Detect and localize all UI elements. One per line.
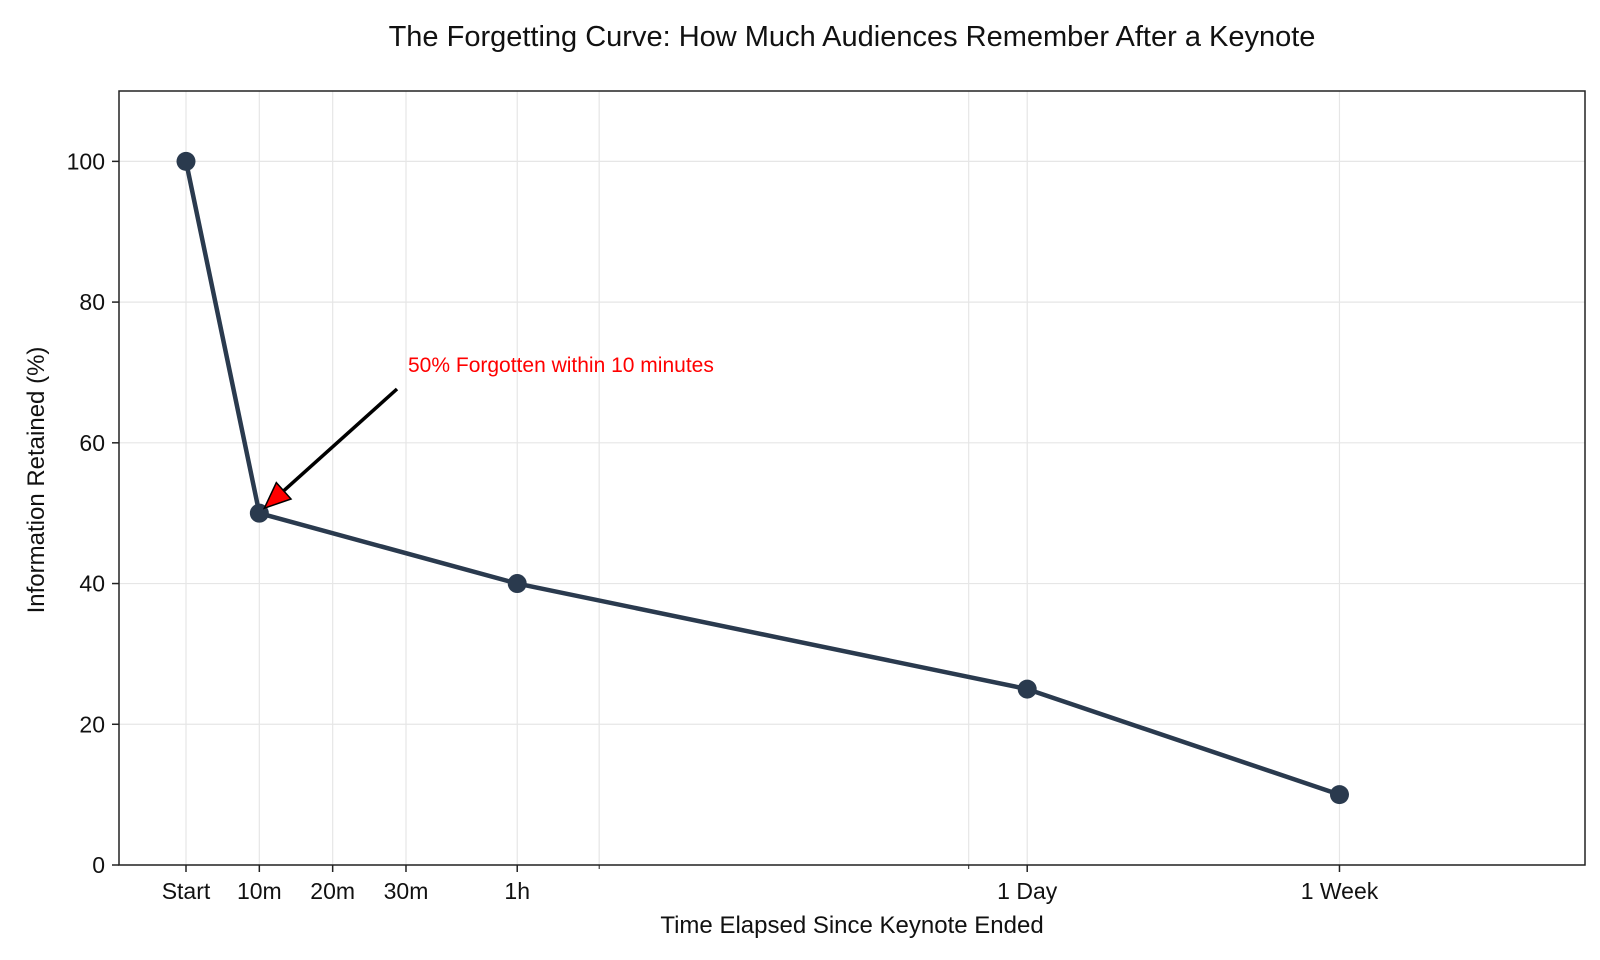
x-tick-label: 1 Week <box>1301 878 1379 904</box>
x-axis-ticks: Start 10m 20m 30m 1h 1 Day 1 Week <box>162 865 1379 904</box>
data-point-marker <box>176 151 196 171</box>
x-tick-label: Start <box>162 878 211 904</box>
series-line <box>183 159 1342 797</box>
annotation-layer: 50% Forgotten within 10 minutes <box>262 354 714 510</box>
x-tick-label: 20m <box>310 878 355 904</box>
annotation-arrow-head <box>262 481 293 510</box>
y-tick-label: 60 <box>79 430 105 456</box>
data-points <box>176 151 1349 805</box>
x-tick-label: 30m <box>384 878 429 904</box>
y-tick-label: 40 <box>79 571 105 597</box>
y-tick-label: 20 <box>79 711 105 737</box>
annotation-arrow-shaft <box>282 387 399 493</box>
y-tick-label: 0 <box>92 852 105 878</box>
plot-frame <box>118 90 1586 866</box>
y-axis-ticks: 0 20 40 60 80 100 <box>67 148 119 878</box>
data-point-marker <box>1017 679 1037 699</box>
y-tick-label: 80 <box>79 289 105 315</box>
y-tick-label: 100 <box>67 148 105 174</box>
x-axis-label: Time Elapsed Since Keynote Ended <box>660 912 1043 939</box>
x-tick-label: 1 Day <box>997 878 1058 904</box>
x-tick-label: 1h <box>504 878 530 904</box>
grid-lines <box>119 91 1585 866</box>
data-point-marker <box>1329 785 1349 805</box>
data-point-marker <box>507 574 527 594</box>
y-axis-label: Information Retained (%) <box>23 347 50 614</box>
annotation-text: 50% Forgotten within 10 minutes <box>408 354 714 377</box>
x-tick-label: 10m <box>237 878 282 904</box>
series-line-layer <box>183 159 1342 797</box>
chart-title: The Forgetting Curve: How Much Audiences… <box>389 21 1316 53</box>
